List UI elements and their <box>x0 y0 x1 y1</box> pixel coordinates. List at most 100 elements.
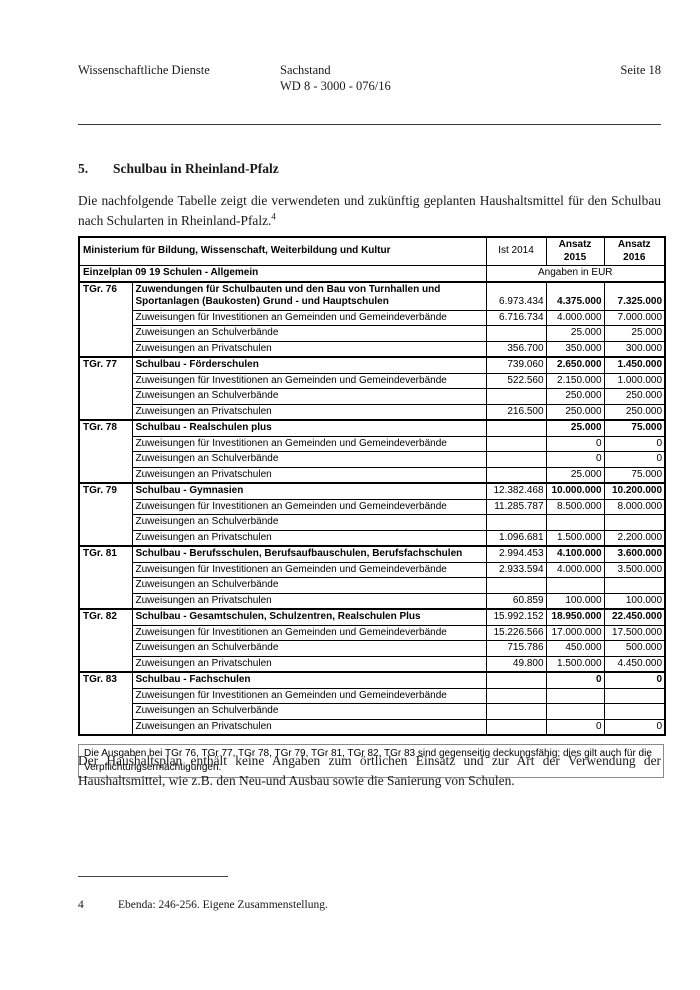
value-ansatz-2016: 1.450.000 <box>603 356 666 374</box>
table-row: Zuweisungen an Schulverbände <box>79 703 666 720</box>
row-label: Zuweisungen an Privatschulen <box>131 592 487 610</box>
footnote-text: Ebenda: 246-256. Eigene Zusammenstellung… <box>118 899 328 911</box>
value-ansatz-2015: 18.950.000 <box>545 608 605 626</box>
value-ansatz-2016: 500.000 <box>603 640 666 657</box>
section-title: Schulbau in Rheinland-Pfalz <box>113 161 279 176</box>
value-ansatz-2015: 4.100.000 <box>545 545 605 563</box>
value-ist-2014 <box>485 451 547 468</box>
value-ist-2014 <box>485 577 547 594</box>
table-row: Zuweisungen an Schulverbände <box>79 577 666 594</box>
value-ansatz-2015: 1.500.000 <box>545 529 605 547</box>
value-ansatz-2016: 7.000.000 <box>603 309 666 326</box>
ministry-title-cell: Ministerium für Bildung, Wissenschaft, W… <box>78 236 487 266</box>
row-label: Zuweisungen für Investitionen an Gemeind… <box>131 309 487 326</box>
row-label: Zuweisungen an Schulverbände <box>131 325 487 342</box>
tgr-cell: TGr. 81 <box>78 545 133 610</box>
doc-type-label: Sachstand <box>280 63 331 77</box>
value-ansatz-2015: 1.500.000 <box>545 655 605 673</box>
value-ansatz-2015 <box>545 687 605 704</box>
page-header: Wissenschaftliche Dienste Sachstand WD 8… <box>78 62 661 94</box>
einzelplan-cell: Einzelplan 09 19 Schulen - Allgemein <box>78 265 487 282</box>
value-ist-2014 <box>485 718 547 736</box>
value-ansatz-2016: 1.000.000 <box>603 372 666 389</box>
tgr-cell: TGr. 79 <box>78 482 133 547</box>
value-ansatz-2016 <box>603 514 666 531</box>
value-ansatz-2016: 0 <box>603 451 666 468</box>
value-ist-2014 <box>485 671 547 689</box>
footnote-reference: 4 <box>271 211 276 222</box>
group-row: TGr. 76 Zuwendungen für Schulbauten und d… <box>78 280 666 358</box>
value-ansatz-2016: 10.200.000 <box>603 482 666 500</box>
value-ist-2014 <box>485 687 547 704</box>
row-label: Zuweisungen für Investitionen an Gemeind… <box>131 687 487 704</box>
table-row: Zuweisungen an Privatschulen 216.500 250.0… <box>79 403 666 421</box>
table-row: Zuweisungen an Schulverbände 715.786 450.0… <box>79 640 666 657</box>
row-label: Zuweisungen an Schulverbände <box>131 451 487 468</box>
row-label: Zuweisungen an Schulverbände <box>131 388 487 405</box>
value-ist-2014: 6.716.734 <box>485 309 547 326</box>
row-label: Zuweisungen für Investitionen an Gemeind… <box>131 372 487 389</box>
table-row: Zuweisungen für Investitionen an Gemeind… <box>79 624 666 641</box>
column-header-ansatz-2015: Ansatz 2015 <box>545 236 605 266</box>
table-row: Zuweisungen für Investitionen an Gemeind… <box>79 372 666 389</box>
table-row: Zuweisungen für Investitionen an Gemeind… <box>79 309 666 326</box>
value-ist-2014 <box>485 703 547 720</box>
value-ansatz-2016: 0 <box>603 718 666 736</box>
value-ansatz-2015: 25.000 <box>545 419 605 437</box>
row-label: Zuweisungen an Schulverbände <box>131 640 487 657</box>
value-ist-2014: 2.933.594 <box>485 561 547 578</box>
footnote-separator <box>78 876 228 877</box>
value-ansatz-2016: 17.500.000 <box>603 624 666 641</box>
row-label: Zuweisungen für Investitionen an Gemeind… <box>131 435 487 452</box>
table-row: Zuweisungen an Schulverbände 25.000 25.000 <box>79 325 666 342</box>
budget-table-body: Ministerium für Bildung, Wissenschaft, W… <box>78 236 666 736</box>
value-ansatz-2015: 0 <box>545 451 605 468</box>
value-ist-2014 <box>485 325 547 342</box>
value-ist-2014 <box>485 388 547 405</box>
org-label: Wissenschaftliche Dienste <box>78 63 210 77</box>
tgr-cell: TGr. 82 <box>78 608 133 673</box>
group-row: TGr. 83 Schulbau - Fachschulen 0 0 <box>78 671 666 736</box>
tgr-cell: TGr. 76 <box>78 280 133 358</box>
table-note-box: Die Ausgaben bei TGr 76, TGr 77, TGr 78,… <box>78 744 664 778</box>
group-row: TGr. 77 Schulbau - Förderschulen 739.060 2.… <box>78 356 666 421</box>
table-row: Zuweisungen an Privatschulen 0 0 <box>79 718 666 736</box>
section-heading: 5. Schulbau in Rheinland-Pfalz <box>78 161 661 177</box>
tgr-cell: TGr. 77 <box>78 356 133 421</box>
value-ist-2014: 15.226.566 <box>485 624 547 641</box>
value-ist-2014: 11.285.787 <box>485 498 547 515</box>
tgr-cell: TGr. 78 <box>78 419 133 484</box>
value-ansatz-2015: 0 <box>545 435 605 452</box>
value-ist-2014 <box>485 514 547 531</box>
row-label: Zuweisungen für Investitionen an Gemeind… <box>131 498 487 515</box>
value-ansatz-2015: 0 <box>545 718 605 736</box>
group-title-cell: Schulbau - Gesamtschulen, Schulzentren, … <box>131 608 487 626</box>
value-ansatz-2015: 2.150.000 <box>545 372 605 389</box>
value-ist-2014: 1.096.681 <box>485 529 547 547</box>
table-row: Zuweisungen an Privatschulen 1.096.681 1.5… <box>79 529 666 547</box>
page-number-label: Seite 18 <box>620 63 661 77</box>
tgr-cell: TGr. 83 <box>78 671 133 736</box>
row-label: Zuweisungen an Schulverbände <box>131 703 487 720</box>
value-ansatz-2016: 0 <box>603 435 666 452</box>
group-row: TGr. 79 Schulbau - Gymnasien 12.382.468 10.… <box>78 482 666 547</box>
row-label: Zuweisungen an Privatschulen <box>131 655 487 673</box>
group-title-cell: Schulbau - Fachschulen <box>131 671 487 689</box>
table-section: Ministerium für Bildung, Wissenschaft, W… <box>78 236 667 778</box>
group-title-cell: Schulbau - Realschulen plus <box>131 419 487 437</box>
value-ist-2014: 6.973.434 <box>485 280 547 311</box>
value-ist-2014: 12.382.468 <box>485 482 547 500</box>
header-rule <box>78 124 661 125</box>
value-ansatz-2016: 300.000 <box>603 340 666 358</box>
value-ansatz-2016: 22.450.000 <box>603 608 666 626</box>
table-row: Zuweisungen an Schulverbände 0 0 <box>79 451 666 468</box>
section-number: 5. <box>78 161 89 176</box>
value-ansatz-2016: 25.000 <box>603 325 666 342</box>
value-ansatz-2015: 25.000 <box>545 466 605 484</box>
value-ist-2014: 49.800 <box>485 655 547 673</box>
row-label: Zuweisungen an Schulverbände <box>131 514 487 531</box>
value-ansatz-2015: 2.650.000 <box>545 356 605 374</box>
group-title-cell: Schulbau - Berufsschulen, Berufsaufbausc… <box>131 545 487 563</box>
value-ist-2014: 216.500 <box>485 403 547 421</box>
value-ist-2014 <box>485 435 547 452</box>
